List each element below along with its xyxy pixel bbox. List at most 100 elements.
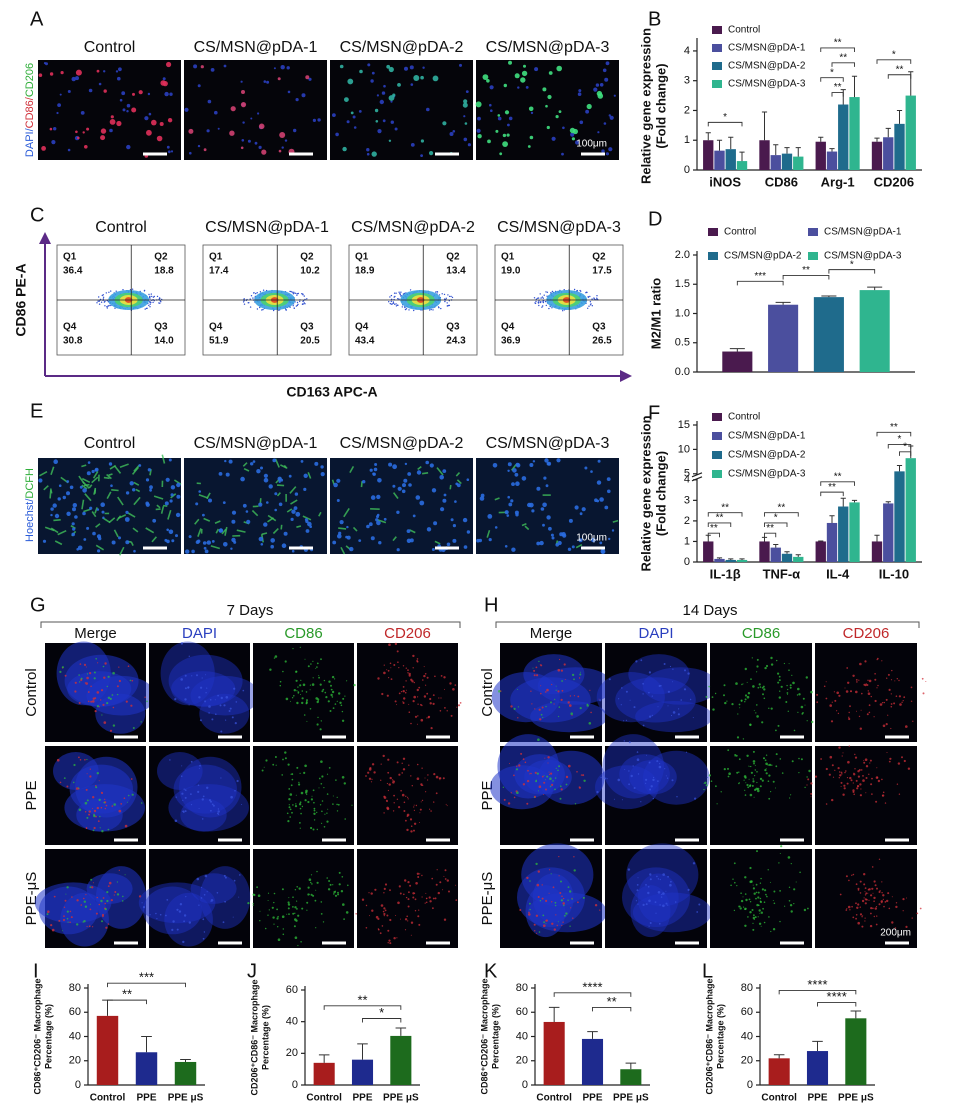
event [446,302,448,304]
cell [571,137,576,141]
signal [840,771,843,774]
cell [74,515,78,519]
significance-label: * [830,67,834,78]
dcfh-signal [50,527,59,534]
dcfh-signal [494,497,500,501]
signal [559,892,562,894]
cell [613,94,616,97]
signal [902,910,904,912]
signal [765,664,769,668]
cell [442,469,447,473]
signal [636,884,639,886]
cell [515,481,520,487]
signal [845,690,849,693]
event [587,296,590,298]
cell [110,115,114,119]
signal [855,917,857,920]
event [388,301,390,303]
signal [799,871,801,874]
cell [352,115,356,119]
cell [475,101,482,108]
quadrant-value: 17.5 [592,266,612,277]
stain-part: CD86/ [24,96,36,128]
event [293,292,295,294]
bracket [40,621,461,628]
signal [420,718,424,722]
event [296,304,299,307]
signal [295,919,298,922]
signal [552,886,555,889]
signal [577,695,580,698]
signal [568,764,571,768]
signal [866,684,869,686]
dcfh-signal [103,476,110,480]
signal [863,873,866,876]
signal [705,784,708,787]
signal [288,798,291,801]
micrograph [38,458,181,554]
signal [518,764,521,767]
signal [698,903,701,906]
signal [846,777,849,779]
signal [780,685,783,688]
signal [116,693,119,696]
signal [383,915,385,917]
signal [653,776,655,779]
cell [79,485,83,489]
signal [61,666,64,669]
signal [533,796,536,798]
cell [507,123,510,127]
signal [239,874,241,876]
signal [728,772,731,775]
signal [336,803,338,806]
dcfh-signal [145,527,155,534]
signal [212,804,215,807]
signal [870,894,873,897]
signal [536,674,539,677]
event [593,297,595,299]
signal [756,903,759,907]
signal [517,706,520,708]
signal [187,686,190,689]
cell [534,67,539,72]
signal [383,887,386,891]
signal [742,683,744,685]
signal [901,701,903,703]
signal [236,779,239,783]
y-tick-label: 40 [741,1030,753,1042]
signal [58,919,61,922]
signal [334,678,336,680]
y-tick-label: 60 [516,1006,528,1018]
signal [744,667,747,671]
cell [546,515,551,520]
signal [628,770,630,772]
significance-bracket [764,532,777,538]
cell [191,549,195,554]
bar [770,155,781,170]
signal [313,812,316,815]
cell [452,524,456,528]
column-title: Control [95,219,147,236]
signal [555,685,557,687]
signal [89,672,92,675]
signal [299,694,301,695]
signal [664,768,666,770]
signal [586,703,589,706]
signal [741,683,743,686]
signal [559,658,561,661]
signal [740,899,744,903]
signal [744,794,747,796]
signal [339,701,342,704]
signal [149,914,151,916]
cell [320,472,325,477]
stain-part: CD206 [24,63,36,97]
signal [388,783,391,786]
micrograph [38,60,181,160]
signal [429,702,432,705]
signal [402,690,405,693]
signal [107,923,110,925]
y-axis-label: (Fold change) [653,451,668,536]
signal [753,914,755,917]
signal [919,907,922,910]
signal [607,778,608,780]
